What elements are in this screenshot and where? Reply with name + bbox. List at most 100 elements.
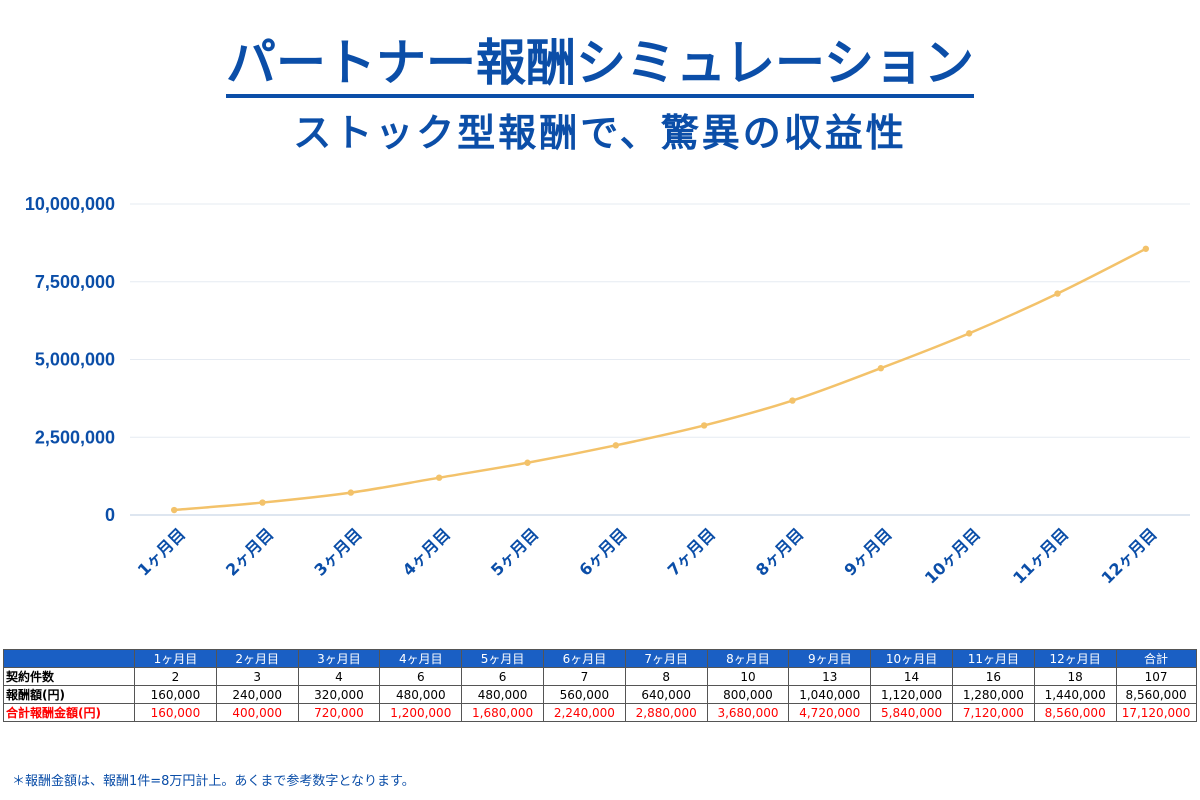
- table-cell: 480,000: [379, 685, 463, 704]
- table-header-cell: 10ヶ月目: [870, 649, 953, 668]
- table-cell: 400,000: [215, 703, 299, 722]
- table-cell: 1,280,000: [951, 685, 1035, 704]
- table-header-cell: 9ヶ月目: [788, 649, 872, 668]
- page-subtitle: ストック型報酬で、驚異の収益性: [293, 111, 907, 155]
- x-tick-label: 8ヶ月目: [752, 524, 807, 579]
- data-point: [700, 422, 708, 429]
- data-point: [877, 365, 885, 372]
- data-point: [259, 499, 266, 506]
- data-point: [1054, 290, 1061, 297]
- table-cell: 2,880,000: [624, 703, 708, 722]
- title-text: パートナー報酬シミュレーション: [226, 34, 974, 98]
- x-tick-label: 9ヶ月目: [840, 524, 895, 579]
- table-cell: 1,440,000: [1033, 685, 1117, 704]
- table-cell: 2,240,000: [542, 703, 626, 722]
- x-tick-label: 2ヶ月目: [222, 524, 277, 579]
- x-tick-label: 12ヶ月目: [1098, 524, 1161, 587]
- x-tick-label: 6ヶ月目: [575, 524, 630, 579]
- table-cell: 8: [624, 667, 708, 686]
- table-cell: 2: [134, 667, 217, 686]
- table-cell: 160,000: [134, 703, 217, 722]
- x-tick-label: 7ヶ月目: [664, 524, 719, 579]
- table-cell: 240,000: [215, 685, 299, 704]
- table-header-cell: 4ヶ月目: [379, 649, 463, 668]
- table-cell: 16: [951, 667, 1035, 686]
- x-tick-label: 10ヶ月目: [921, 524, 984, 587]
- series-line: [174, 247, 1147, 512]
- table-header-cell: 合計: [1115, 649, 1197, 668]
- table-cell: 8,560,000: [1115, 685, 1197, 704]
- table-cell: 5,840,000: [870, 703, 953, 722]
- table-cell: 800,000: [706, 685, 790, 704]
- table-row: 合計報酬金額(円) 160,000 400,000 720,000 1,200,000 1…: [3, 703, 1197, 722]
- data-point: [965, 330, 973, 337]
- y-tick-label: 10,000,000: [25, 194, 115, 214]
- x-tick-label: 11ヶ月目: [1009, 524, 1072, 587]
- data-point: [435, 474, 443, 481]
- table-header-cell: 12ヶ月目: [1033, 649, 1117, 668]
- y-tick-label: 2,500,000: [35, 427, 115, 447]
- table-row: 契約件数 2 3 4 6 6 7 8 10 13 14 16 18 107: [3, 667, 1197, 686]
- data-point: [612, 442, 620, 449]
- table-body: 契約件数 2 3 4 6 6 7 8 10 13 14 16 18 107 報酬額(円) 160,000 240…: [3, 667, 1197, 722]
- y-tick-label: 7,500,000: [35, 272, 115, 292]
- table-cell: 4,720,000: [788, 703, 872, 722]
- row-label: 報酬額(円): [3, 685, 135, 704]
- table-cell: 640,000: [624, 685, 708, 704]
- y-axis: 0 2,500,000 5,000,000 7,500,000 10,000,000: [25, 194, 115, 525]
- simulation-table: 1ヶ月目 2ヶ月目 3ヶ月目 4ヶ月目 5ヶ月目 6ヶ月目 7ヶ月目 8ヶ月目 9ヶ月目 10ヶ月…: [3, 649, 1197, 722]
- data-point: [347, 489, 355, 496]
- table-header-cell: 6ヶ月目: [542, 649, 626, 668]
- table-corner-cell: [3, 649, 135, 668]
- y-tick-label: 5,000,000: [35, 350, 115, 370]
- table-cell: 560,000: [542, 685, 626, 704]
- table-cell: 320,000: [297, 685, 381, 704]
- table-header-cell: 7ヶ月目: [624, 649, 708, 668]
- table-cell: 3,680,000: [706, 703, 790, 722]
- table-header-cell: 8ヶ月目: [706, 649, 790, 668]
- table-cell: 4: [297, 667, 381, 686]
- x-axis: 1ヶ月目 2ヶ月目 3ヶ月目 4ヶ月目 5ヶ月目 6ヶ月目 7ヶ月目 8ヶ月目 9ヶ月目 10ヶ月…: [134, 524, 1161, 587]
- table-row: 報酬額(円) 160,000 240,000 320,000 480,000 480,00…: [3, 685, 1197, 704]
- row-label: 合計報酬金額(円): [3, 703, 135, 722]
- data-point: [789, 397, 796, 404]
- line-chart: 0 2,500,000 5,000,000 7,500,000 10,000,000 1…: [25, 194, 1190, 588]
- table-cell: 720,000: [297, 703, 381, 722]
- table-cell: 18: [1033, 667, 1117, 686]
- table-cell: 1,040,000: [788, 685, 872, 704]
- data-point: [1142, 245, 1150, 252]
- x-tick-label: 5ヶ月目: [487, 524, 542, 579]
- table-cell: 8,560,000: [1033, 703, 1117, 722]
- table-header-row: 1ヶ月目 2ヶ月目 3ヶ月目 4ヶ月目 5ヶ月目 6ヶ月目 7ヶ月目 8ヶ月目 9ヶ月目 10ヶ月…: [3, 649, 1197, 668]
- table-header-cell: 1ヶ月目: [134, 649, 217, 668]
- x-tick-label: 4ヶ月目: [399, 524, 454, 579]
- table-cell: 14: [870, 667, 953, 686]
- x-tick-label: 3ヶ月目: [310, 524, 365, 579]
- table-cell: 10: [706, 667, 790, 686]
- footnote: ＊報酬金額は、報酬1件=8万円計上。あくまで参考数字となります。: [12, 774, 415, 789]
- chart-grid: [130, 203, 1190, 516]
- table-cell: 6: [379, 667, 463, 686]
- row-label: 契約件数: [3, 667, 135, 686]
- table-header-cell: 2ヶ月目: [215, 649, 299, 668]
- data-point: [524, 459, 531, 466]
- table-cell: 7,120,000: [951, 703, 1035, 722]
- table-cell: 1,200,000: [379, 703, 463, 722]
- table-cell: 160,000: [134, 685, 217, 704]
- table-cell: 3: [215, 667, 299, 686]
- series-total-reward: [170, 245, 1150, 514]
- table-cell: 480,000: [461, 685, 544, 704]
- page-title: パートナー報酬シミュレーション: [0, 30, 1200, 98]
- table-header-cell: 5ヶ月目: [461, 649, 544, 668]
- table-cell: 7: [542, 667, 626, 686]
- data-point: [170, 506, 178, 514]
- table-cell: 107: [1115, 667, 1197, 686]
- table-cell: 6: [461, 667, 544, 686]
- table-cell: 1,120,000: [870, 685, 953, 704]
- table-cell: 13: [788, 667, 872, 686]
- table-header-cell: 11ヶ月目: [951, 649, 1035, 668]
- x-tick-label: 1ヶ月目: [134, 524, 189, 579]
- table-cell: 17,120,000: [1115, 703, 1197, 722]
- table-header-cell: 3ヶ月目: [297, 649, 381, 668]
- table-cell: 1,680,000: [461, 703, 544, 722]
